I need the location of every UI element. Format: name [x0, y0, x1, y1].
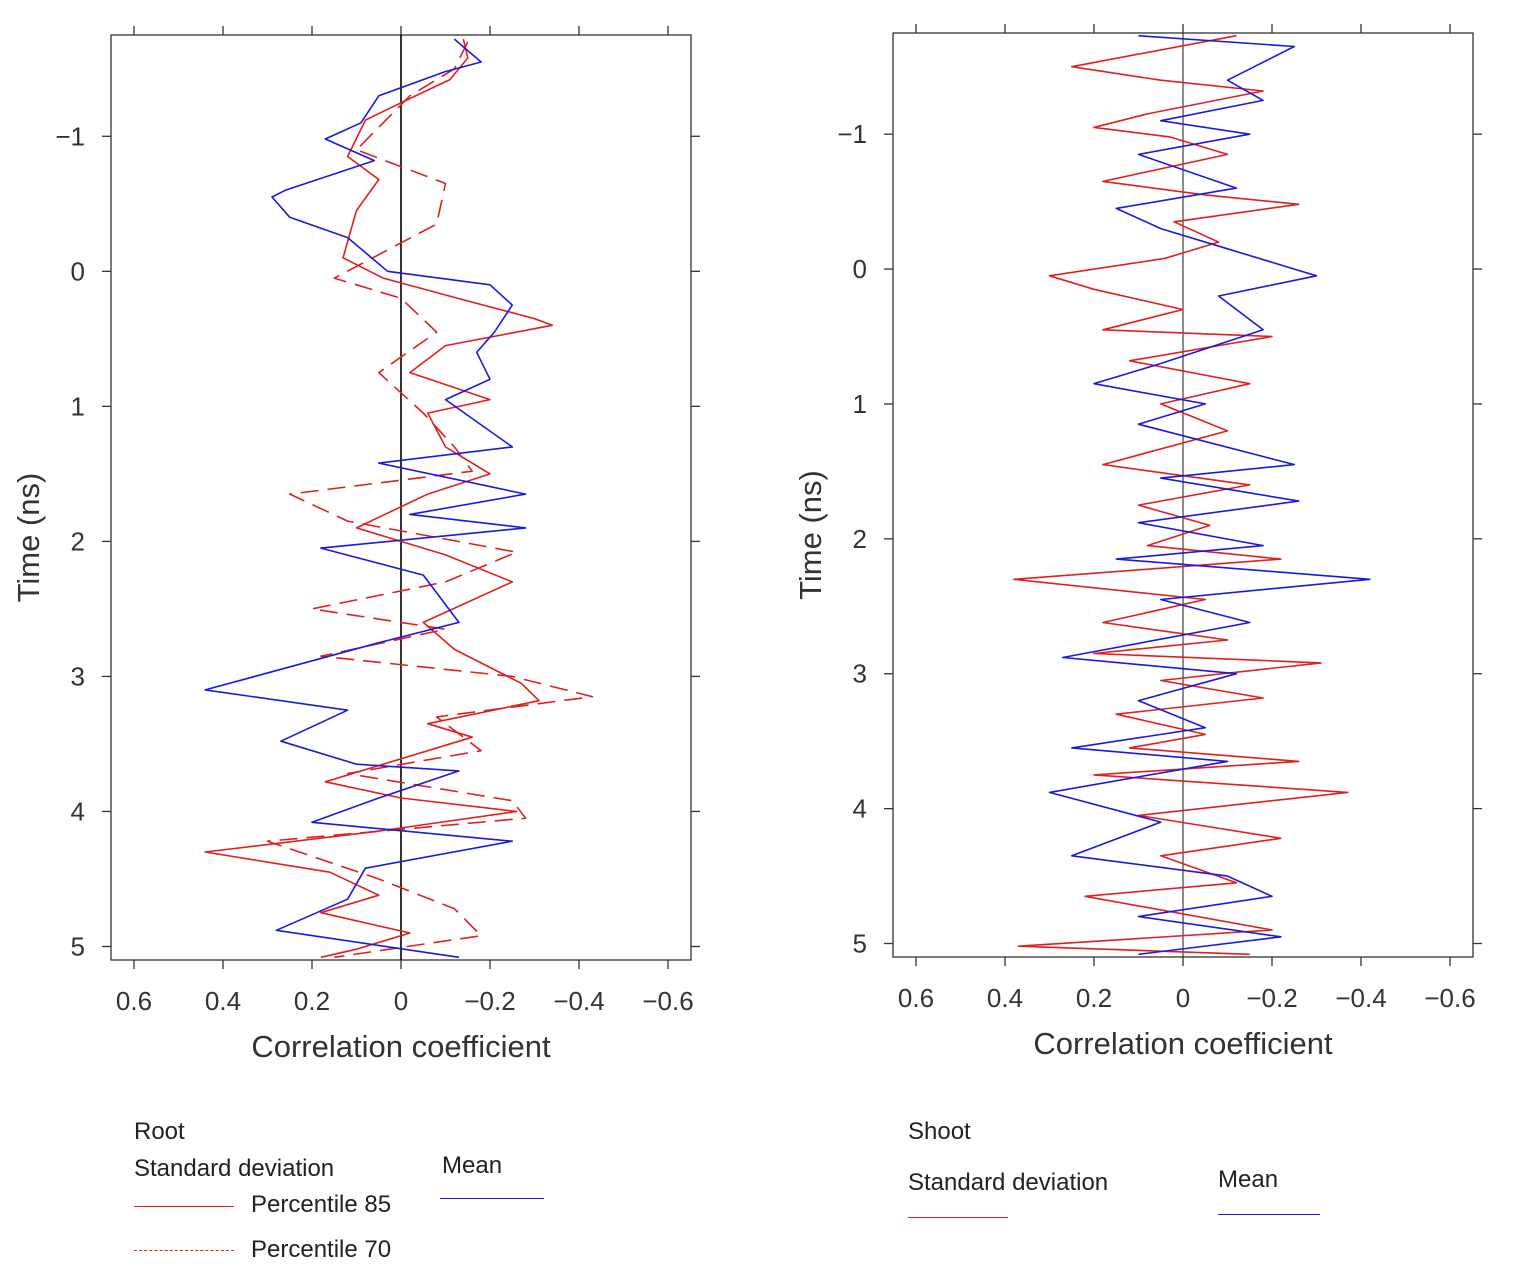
- shoot-xtick-label: 0.2: [1076, 983, 1112, 1013]
- root-ytick-label: 4: [71, 796, 85, 826]
- root-ytick-label: 3: [71, 661, 85, 691]
- shoot-ytick-label: −1: [837, 119, 867, 149]
- root-ytick-label: 0: [71, 256, 85, 286]
- root-series-mean: [204, 38, 527, 959]
- root-xtick-label: 0.2: [294, 986, 330, 1016]
- root-y-axis-title: Time (ns): [11, 473, 46, 603]
- shoot-x-axis-title: Correlation coefficient: [1033, 1026, 1333, 1061]
- shoot-xtick-label: −0.2: [1246, 983, 1297, 1013]
- root-ytick-label: 5: [71, 931, 85, 961]
- root-xtick-label: 0: [394, 986, 408, 1016]
- root-x-axis-title: Correlation coefficient: [251, 1029, 551, 1064]
- shoot-xtick-label: 0: [1176, 983, 1190, 1013]
- shoot-y-axis-title: Time (ns): [793, 470, 828, 600]
- shoot-ytick-label: 1: [853, 389, 867, 419]
- root-ytick-label: 1: [71, 391, 85, 421]
- shoot-series-mean: [1048, 34, 1371, 956]
- root-series-percentile-70: [266, 41, 594, 959]
- shoot-xtick-label: 0.4: [987, 983, 1023, 1013]
- shoot-panel: 0.6 0.4 0.2 0 −0.2 −0.4 −0.6 −1 0 1 2 3 4 5 Correlatio…: [793, 24, 1482, 1061]
- root-xtick-label: −0.4: [553, 986, 604, 1016]
- root-panel: 0.6 0.4 0.2 0 −0.2 −0.4 −0.6 −1 0 1 2 3 4 5 Correlatio…: [11, 26, 700, 1064]
- root-xtick-label: −0.2: [464, 986, 515, 1016]
- shoot-ytick-label: 4: [853, 794, 867, 824]
- shoot-ytick-label: 5: [853, 929, 867, 959]
- root-series-percentile-85: [204, 38, 554, 959]
- shoot-ytick-label: 3: [853, 659, 867, 689]
- shoot-xtick-label: 0.6: [898, 983, 934, 1013]
- root-xtick-label: 0.4: [205, 986, 241, 1016]
- root-ytick-label: 2: [71, 526, 85, 556]
- shoot-series-standard-deviation: [1013, 34, 1349, 956]
- root-xtick-label: −0.6: [642, 986, 693, 1016]
- shoot-ytick-label: 0: [853, 254, 867, 284]
- root-xtick-label: 0.6: [116, 986, 152, 1016]
- shoot-xtick-label: −0.4: [1335, 983, 1386, 1013]
- shoot-ytick-label: 2: [853, 524, 867, 554]
- shoot-xtick-label: −0.6: [1424, 983, 1475, 1013]
- root-ytick-label: −1: [55, 121, 85, 151]
